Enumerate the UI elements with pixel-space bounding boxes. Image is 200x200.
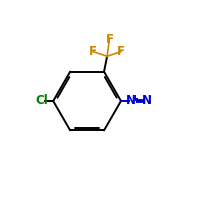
Text: F: F bbox=[117, 45, 125, 58]
Text: F: F bbox=[89, 45, 97, 58]
Text: Cl: Cl bbox=[35, 95, 48, 108]
Text: F: F bbox=[105, 33, 113, 46]
Text: N: N bbox=[126, 95, 136, 108]
Text: +: + bbox=[131, 94, 138, 103]
Text: N: N bbox=[142, 95, 152, 108]
